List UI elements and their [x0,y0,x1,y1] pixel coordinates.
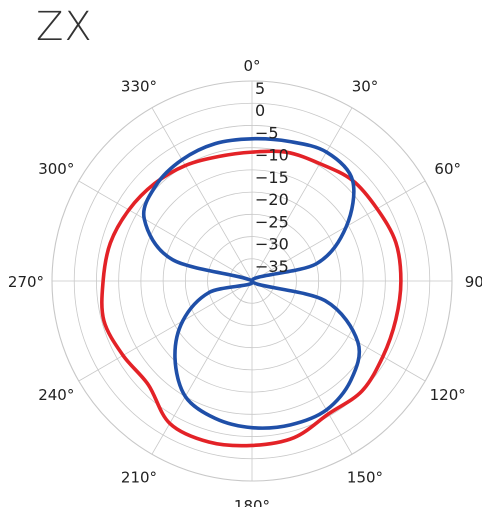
angle-tick-label: 150° [347,469,383,487]
angle-tick-label: 30° [352,77,379,95]
radial-tick-label: 5 [255,79,265,98]
series-line-blue [141,136,362,430]
series-line-red [100,149,403,448]
angle-tick-label: 210° [121,469,157,487]
angle-tick-label: 120° [430,386,466,404]
angle-tick-label: 270° [8,273,44,291]
radial-tick-label: −20 [255,190,289,209]
angle-tick-label: 330° [121,77,157,95]
radial-tick-label: −35 [255,257,289,276]
angle-tick-label: 60° [434,160,461,178]
radial-tick-label: −30 [255,235,289,254]
polar-grid [51,80,453,482]
angle-tick-labels: 0° 30° 60° 90° 120° 150° 180° 210° 240° 270° 300° 3… [8,57,482,507]
angle-tick-label: 0° [243,57,260,75]
radial-tick-label: −15 [255,168,289,187]
angle-tick-label: 180° [234,497,270,507]
radial-tick-label: −5 [255,123,279,142]
grid-spoke [251,107,353,282]
grid-spoke [151,280,253,455]
angle-tick-label: 90° [465,273,482,291]
grid-spoke [251,280,353,455]
grid-spoke [78,280,253,382]
angle-tick-label: 240° [38,386,74,404]
radial-tick-label: −10 [255,146,289,165]
radial-tick-label: 0 [255,101,265,120]
radial-tick-labels: 5 0 −5 −10 −15 −20 −25 −30 −35 [255,79,289,276]
chart-title: ZX [36,4,93,50]
grid-spoke [251,280,426,382]
angle-tick-label: 300° [38,160,74,178]
grid-spoke [151,107,253,282]
grid-spoke [78,180,253,282]
series-layer [100,136,403,448]
radial-tick-label: −25 [255,212,289,231]
grid-spoke [251,180,426,282]
